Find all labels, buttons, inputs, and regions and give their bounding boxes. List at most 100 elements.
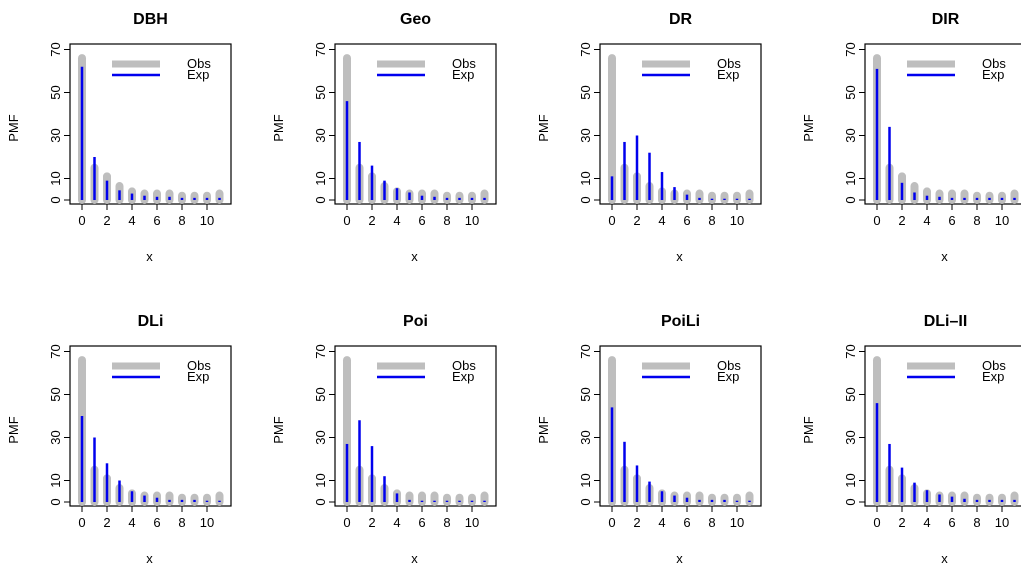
y-tick-label: 0 [48, 196, 63, 203]
legend-label: Obs [452, 358, 476, 373]
x-tick-label: 10 [200, 213, 214, 228]
legend-label: Exp [187, 369, 209, 384]
x-tick-label: 10 [995, 213, 1009, 228]
y-axis-label: PMF [6, 114, 21, 142]
x-tick-label: 10 [465, 213, 479, 228]
x-tick-label: 6 [153, 515, 160, 530]
x-axis-label: x [146, 249, 153, 264]
x-tick-label: 6 [683, 515, 690, 530]
legend-label: Obs [717, 358, 741, 373]
y-tick-label: 70 [578, 344, 593, 358]
x-tick-label: 8 [708, 515, 715, 530]
x-tick-label: 0 [608, 515, 615, 530]
y-axis-label: PMF [801, 416, 816, 444]
x-tick-label: 4 [658, 213, 665, 228]
x-tick-label: 8 [443, 515, 450, 530]
x-tick-label: 0 [78, 515, 85, 530]
plot-frame [334, 345, 497, 507]
legend-label: Exp [452, 67, 474, 82]
y-tick-label: 10 [48, 171, 63, 185]
plot-frame [864, 345, 1021, 507]
y-tick-label: 50 [48, 85, 63, 99]
x-tick-label: 8 [443, 213, 450, 228]
y-tick-label: 30 [843, 430, 858, 444]
x-axis-label: x [941, 551, 948, 566]
y-tick-label: 70 [843, 42, 858, 56]
y-tick-label: 0 [578, 196, 593, 203]
x-tick-label: 10 [995, 515, 1009, 530]
y-tick-label: 70 [48, 344, 63, 358]
x-tick-label: 0 [608, 213, 615, 228]
y-tick-label: 10 [48, 473, 63, 487]
x-tick-label: 4 [128, 213, 135, 228]
legend-label: Exp [717, 369, 739, 384]
x-axis-label: x [941, 249, 948, 264]
x-tick-label: 2 [368, 515, 375, 530]
panel-title: DLi [138, 313, 164, 330]
x-tick-label: 10 [730, 515, 744, 530]
panel-title: DBH [133, 11, 168, 28]
x-tick-label: 6 [948, 213, 955, 228]
y-tick-label: 30 [313, 128, 328, 142]
plot-frame [334, 43, 497, 205]
y-axis-label: PMF [536, 114, 551, 142]
x-tick-label: 8 [178, 515, 185, 530]
y-tick-label: 10 [313, 171, 328, 185]
y-tick-label: 70 [313, 42, 328, 56]
plot-frame [69, 43, 232, 205]
y-tick-label: 30 [48, 430, 63, 444]
x-tick-label: 2 [898, 515, 905, 530]
legend-label: Obs [982, 56, 1006, 71]
x-tick-label: 6 [418, 515, 425, 530]
x-tick-label: 2 [368, 213, 375, 228]
panel-title: Poi [403, 313, 428, 330]
x-tick-label: 10 [200, 515, 214, 530]
y-axis-label: PMF [536, 416, 551, 444]
y-tick-label: 30 [843, 128, 858, 142]
x-tick-label: 4 [658, 515, 665, 530]
x-tick-label: 4 [393, 515, 400, 530]
plot-frame [864, 43, 1021, 205]
x-tick-label: 4 [393, 213, 400, 228]
y-tick-label: 30 [578, 430, 593, 444]
x-tick-label: 4 [923, 213, 930, 228]
y-tick-label: 70 [843, 344, 858, 358]
y-tick-label: 0 [313, 196, 328, 203]
y-tick-label: 0 [578, 498, 593, 505]
y-tick-label: 10 [578, 171, 593, 185]
x-tick-label: 8 [178, 213, 185, 228]
x-tick-label: 6 [948, 515, 955, 530]
y-tick-label: 70 [578, 42, 593, 56]
legend-label: Obs [187, 56, 211, 71]
y-axis-label: PMF [6, 416, 21, 444]
x-tick-label: 4 [128, 515, 135, 530]
x-axis-label: x [411, 249, 418, 264]
y-tick-label: 30 [578, 128, 593, 142]
plot-frame [599, 43, 762, 205]
x-tick-label: 2 [898, 213, 905, 228]
y-tick-label: 30 [313, 430, 328, 444]
x-axis-label: x [676, 249, 683, 264]
x-axis-label: x [676, 551, 683, 566]
y-tick-label: 50 [843, 387, 858, 401]
x-tick-label: 0 [78, 213, 85, 228]
y-tick-label: 50 [313, 85, 328, 99]
legend-label: Exp [187, 67, 209, 82]
x-tick-label: 10 [730, 213, 744, 228]
legend-label: Exp [452, 369, 474, 384]
legend-label: Obs [717, 56, 741, 71]
legend-label: Exp [717, 67, 739, 82]
x-tick-label: 8 [708, 213, 715, 228]
x-tick-label: 6 [153, 213, 160, 228]
x-tick-label: 0 [873, 515, 880, 530]
y-tick-label: 70 [313, 344, 328, 358]
legend-label: Obs [982, 358, 1006, 373]
x-tick-label: 0 [343, 515, 350, 530]
y-tick-label: 10 [843, 473, 858, 487]
